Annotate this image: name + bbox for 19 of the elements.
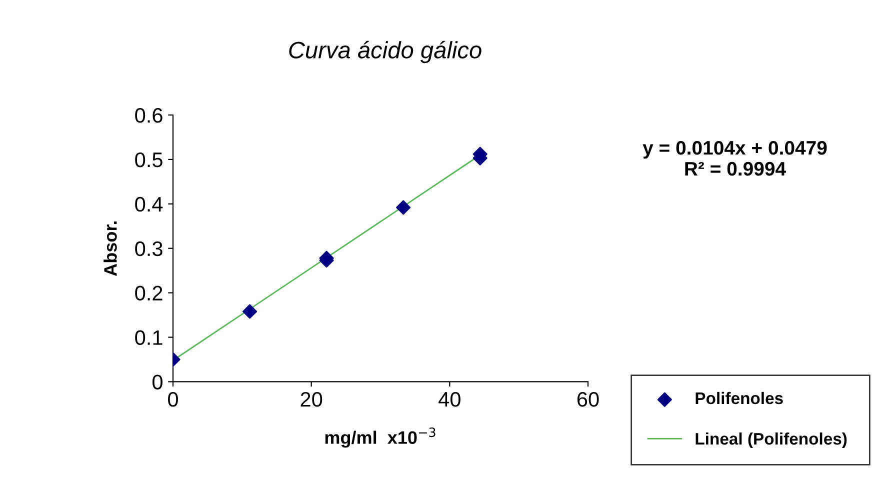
y-axis-title: Absor. [104, 221, 117, 276]
y-tick-label: 0.6 [135, 108, 162, 123]
x-tick-label: 60 [577, 392, 599, 407]
point [396, 200, 411, 215]
legend-label: Lineal (Polifenoles) [696, 432, 847, 448]
y-tick-label: 0.4 [135, 196, 163, 212]
point [242, 304, 258, 319]
y-tick-label: 0.1 [135, 330, 162, 346]
y-tick-label: 0.2 [135, 286, 162, 301]
y-tick-label: 0.5 [135, 152, 162, 168]
x-tick-label: 40 [438, 392, 460, 407]
x-tick-label: 20 [300, 392, 322, 407]
x-axis-title: mg/ml x10$^{−3}$ [325, 428, 436, 448]
legend-label: Polifenoles [696, 392, 783, 404]
x-tick-label: 0 [168, 392, 178, 407]
y-tick-label: 0.3 [135, 241, 162, 256]
text: y = 0.0104x + 0.0479 R² = 0.9994 [642, 140, 827, 176]
y-tick-label: 0 [152, 374, 162, 390]
chart-title: Curva ácido gálico [289, 40, 482, 64]
